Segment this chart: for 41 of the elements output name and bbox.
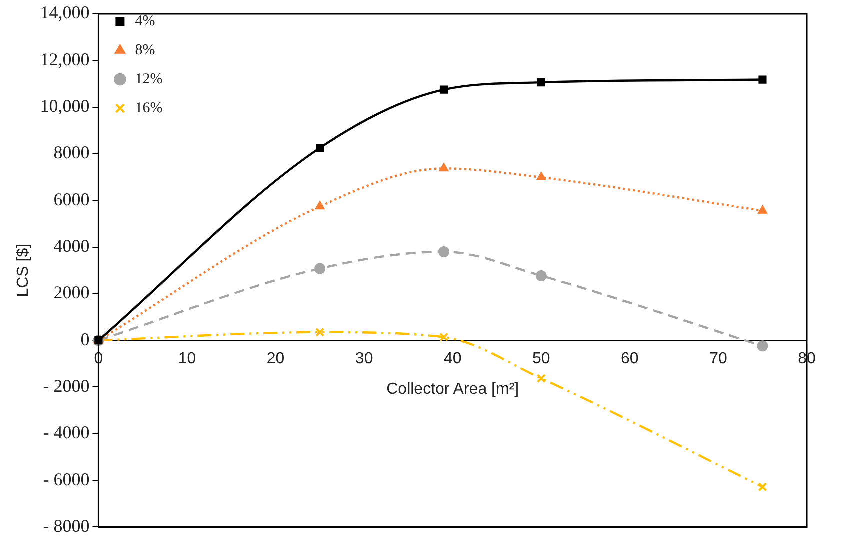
x-tick-label: 70 — [710, 350, 728, 368]
point — [438, 246, 450, 258]
point — [536, 270, 547, 282]
y-tick-label: - 2000 — [43, 376, 90, 396]
point — [316, 144, 324, 152]
point — [537, 78, 546, 87]
point — [440, 86, 448, 94]
y-tick-label: 0 — [80, 329, 90, 350]
x-tick-label: 10 — [178, 350, 196, 368]
y-tick-label: - 4000 — [43, 422, 90, 443]
x-tick-label: 60 — [621, 350, 639, 368]
y-tick-label: 2000 — [54, 282, 90, 303]
x-tick-label: 50 — [532, 350, 550, 368]
y-tick-label: 10,000 — [40, 96, 90, 116]
y-tick-label: - 8000 — [43, 516, 90, 536]
x-axis-title: Collector Area [m²] — [386, 380, 520, 398]
y-tick-label: 12,000 — [40, 49, 90, 70]
x-tick-label: 30 — [355, 350, 374, 368]
legend-label: 12% — [135, 71, 163, 88]
point — [316, 328, 325, 337]
legend-label: 4% — [135, 13, 156, 30]
x-tick-label: 20 — [266, 350, 285, 368]
point — [536, 374, 546, 384]
point — [315, 201, 325, 210]
point — [439, 332, 449, 342]
point — [758, 76, 767, 84]
y-axis-title: LCS [$] — [15, 244, 32, 298]
legend-label: 16% — [135, 100, 163, 116]
y-tick-label: - 6000 — [43, 469, 90, 490]
y-tick-label: 14,000 — [40, 2, 90, 23]
point — [758, 482, 768, 492]
point — [757, 340, 768, 352]
x-tick-label: 40 — [444, 350, 462, 368]
point — [536, 172, 546, 181]
y-tick-label: 8000 — [54, 142, 90, 163]
y-tick-label: 4000 — [54, 236, 90, 256]
point — [758, 205, 768, 214]
y-tick-label: 6000 — [54, 189, 90, 210]
legend-label: 8% — [135, 42, 156, 58]
point — [439, 163, 449, 172]
point — [314, 263, 326, 274]
